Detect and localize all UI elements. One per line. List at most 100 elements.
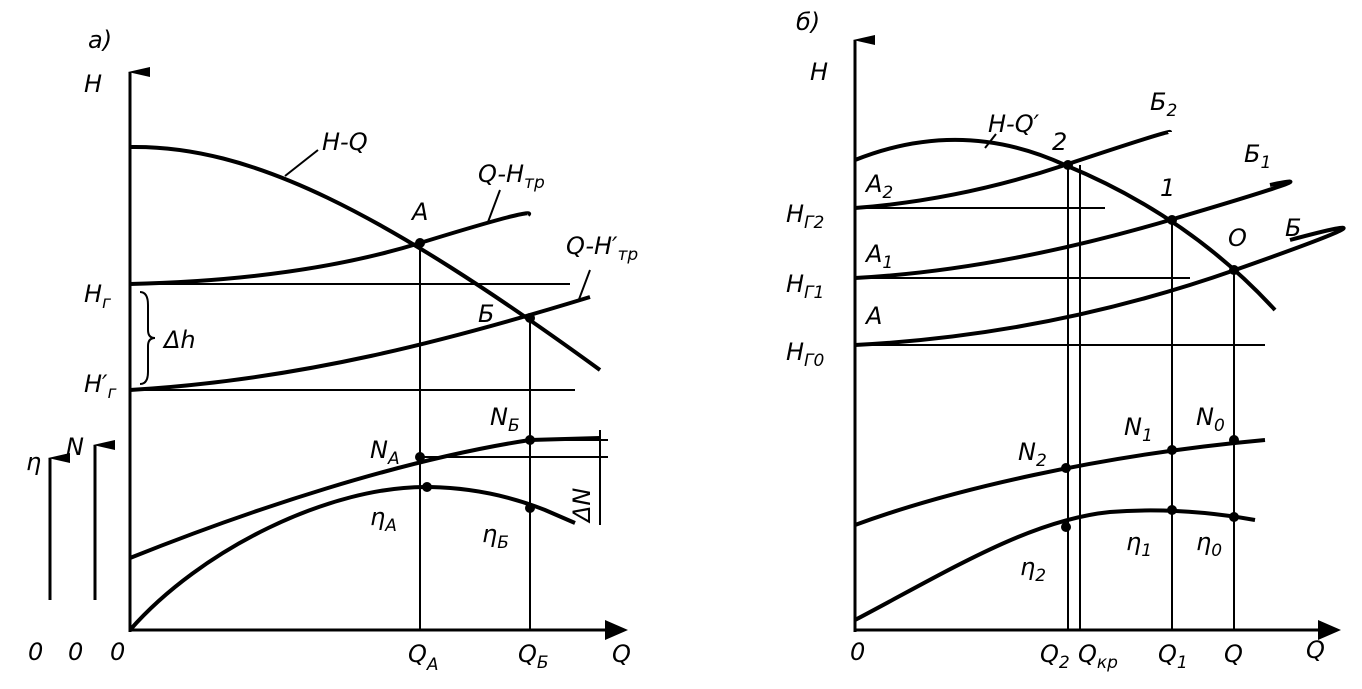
- label: η2: [1020, 553, 1046, 586]
- subscript: 1: [882, 253, 893, 273]
- label: A: [864, 302, 882, 330]
- label: 0: [68, 638, 83, 666]
- leader: [284, 149, 319, 177]
- label: η: [370, 503, 385, 531]
- subscript: 0: [1214, 416, 1225, 436]
- label: Q: [1306, 636, 1325, 664]
- label: Q: [408, 640, 427, 668]
- points: [1061, 160, 1239, 532]
- label: Q: [612, 640, 631, 668]
- label: η: [1196, 528, 1211, 556]
- label: HГ0: [786, 338, 824, 371]
- label: H: [786, 338, 804, 366]
- curve: [128, 484, 576, 632]
- label: Q: [518, 640, 537, 668]
- subscript: 1: [1177, 653, 1188, 673]
- label: η: [482, 520, 497, 548]
- arrow: [1318, 620, 1341, 640]
- label: HГ1: [786, 270, 824, 303]
- label: 0: [850, 638, 865, 666]
- label: H: [786, 200, 804, 228]
- label: Q: [1040, 640, 1059, 668]
- label: A: [864, 170, 882, 198]
- label: H-Q: [322, 128, 368, 156]
- subscript: 1: [1141, 541, 1152, 561]
- subscript: Г0: [804, 351, 824, 371]
- subscript: 2: [882, 183, 893, 203]
- label: Q-H: [478, 160, 524, 188]
- subscript: Г2: [804, 213, 824, 233]
- label: N: [1124, 413, 1142, 441]
- curve: [129, 436, 601, 560]
- subscript: Г1: [804, 283, 824, 303]
- label: A: [410, 198, 428, 226]
- subscript: 2: [1035, 566, 1046, 586]
- curve: [854, 179, 1293, 280]
- label: 0: [110, 638, 125, 666]
- label: η: [26, 448, 41, 476]
- label: NA: [370, 436, 400, 469]
- curve: [854, 225, 1346, 347]
- label: A1: [864, 240, 893, 273]
- label: Б2: [1150, 88, 1177, 121]
- subscript: 2: [1036, 451, 1047, 471]
- label: Q2: [1040, 640, 1070, 673]
- label: 0: [28, 638, 43, 666]
- label: N: [66, 433, 84, 461]
- label: Б1: [1244, 140, 1271, 173]
- label: η1: [1126, 528, 1152, 561]
- label: 1: [1160, 174, 1175, 202]
- label: η0: [1196, 528, 1222, 561]
- curve: [129, 144, 602, 372]
- label: H′: [84, 370, 108, 398]
- curve: [129, 211, 532, 286]
- subscript: A: [384, 516, 397, 536]
- subscript: 1: [1260, 153, 1271, 173]
- subscript: кр: [1097, 653, 1118, 673]
- label: Q-Hтр: [478, 160, 545, 193]
- label: Q1: [1158, 640, 1188, 673]
- dimension: [420, 430, 608, 525]
- subscript: 0: [1211, 541, 1222, 561]
- subscript: 1: [1142, 426, 1153, 446]
- label: ΔN: [568, 488, 596, 524]
- label: Q-H′: [566, 232, 618, 260]
- panel-tag: б): [796, 8, 820, 36]
- label: Q: [1224, 640, 1243, 668]
- label: QБ: [518, 640, 549, 673]
- label: N1: [1124, 413, 1153, 446]
- leader: [487, 189, 501, 223]
- label: 2: [1052, 128, 1067, 156]
- panel-b: б) H H-Q′ Б2 2 A2 HГ2 1 Б1 A1 HГ1 O Б A …: [786, 8, 1346, 673]
- subscript: Б: [537, 653, 549, 673]
- subscript: г: [108, 383, 117, 403]
- label: Б: [1285, 214, 1301, 242]
- label: H: [84, 70, 102, 98]
- label: N: [1018, 438, 1036, 466]
- label: N: [370, 436, 388, 464]
- label: NБ: [490, 403, 520, 436]
- label: ηA: [370, 503, 397, 536]
- label: Q: [1158, 640, 1177, 668]
- arrow: [605, 620, 628, 640]
- points: [415, 238, 535, 513]
- subscript: г: [102, 293, 111, 313]
- curve: [854, 438, 1266, 527]
- panel-tag: а): [88, 26, 112, 54]
- label: Б: [1244, 140, 1260, 168]
- label: O: [1228, 224, 1247, 252]
- guide-lines: [130, 243, 575, 630]
- panel-a: а) H H-Q Q-Hтр A Q-H′тр Hг Б Δh H′г η N …: [26, 26, 638, 675]
- subscript: 2: [1166, 101, 1177, 121]
- label: Б: [1150, 88, 1166, 116]
- label: A2: [864, 170, 893, 203]
- label: Hг: [84, 280, 111, 313]
- label: η: [1126, 528, 1141, 556]
- leader: [577, 269, 591, 303]
- label: H′г: [84, 370, 117, 403]
- label: H: [810, 58, 828, 86]
- subscript: Б: [508, 416, 520, 436]
- subscript: тр: [618, 245, 639, 265]
- label: HГ2: [786, 200, 824, 233]
